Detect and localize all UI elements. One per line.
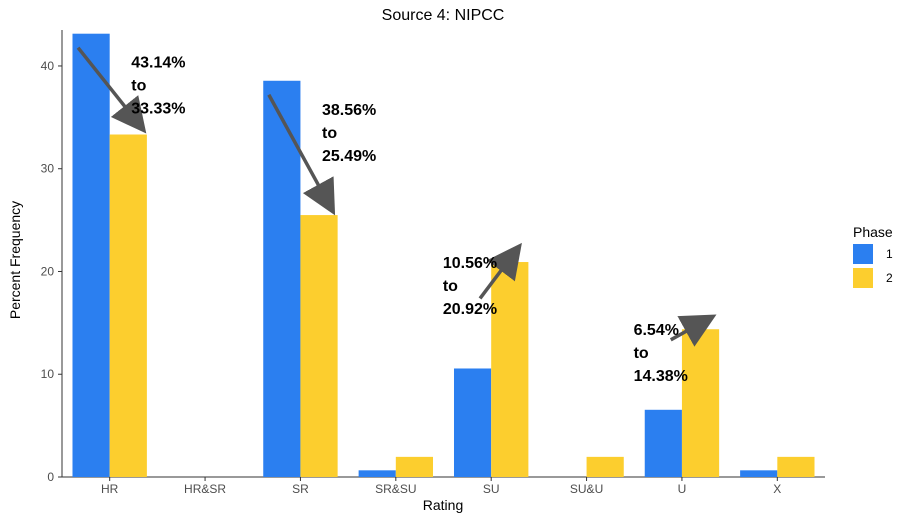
bar-phase-1-u	[644, 409, 682, 477]
legend-swatch-phase-1	[853, 244, 873, 264]
bar-phase-2-hr	[109, 134, 147, 477]
chart-title: Source 4: NIPCC	[382, 7, 505, 24]
x-axis: HR HR&SR SR SR&SU SU SU&U U X	[62, 476, 825, 496]
x-tick-label: HR	[101, 482, 119, 496]
annotation-text: 38.56%	[322, 102, 376, 119]
y-tick-label: 30	[41, 162, 55, 176]
x-tick-label: SU	[483, 482, 500, 496]
bar-phase-1-x	[740, 470, 778, 477]
x-tick-label: SU&U	[570, 482, 603, 496]
y-tick-label: 0	[47, 470, 54, 484]
annotation-arrow	[267, 93, 336, 216]
annotation-arrow	[669, 314, 717, 347]
legend: Phase 1 2	[853, 224, 893, 288]
legend-label: 2	[886, 271, 893, 285]
x-tick-label: U	[678, 482, 687, 496]
bar-phase-2-su	[491, 262, 529, 477]
x-tick-label: HR&SR	[184, 482, 226, 496]
annotation-text: to	[443, 278, 458, 295]
bar-phase-2-sr-su	[395, 456, 434, 477]
annotation-text: to	[131, 78, 146, 95]
annotation-text: 33.33%	[131, 101, 185, 118]
y-tick-label: 40	[41, 59, 55, 73]
bar-phase-2-sr	[300, 215, 338, 477]
bar-phase-1-hr	[72, 33, 110, 477]
annotation-text: 14.38%	[634, 368, 688, 385]
x-axis-title: Rating	[423, 497, 463, 513]
annotation-arrow	[76, 46, 147, 134]
legend-title: Phase	[853, 224, 893, 240]
bar-phase-1-su	[453, 368, 492, 477]
x-tick-label: X	[773, 482, 781, 496]
bar-phase-2-x	[777, 456, 815, 477]
annotation-text: to	[634, 345, 649, 362]
x-tick-label: SR	[292, 482, 309, 496]
x-tick-label: SR&SU	[375, 482, 416, 496]
bar-phase-1-sr	[263, 80, 301, 477]
y-axis-title: Percent Frequency	[7, 201, 23, 319]
annotations: 43.14% to 33.33% 38.56% to 25.49% 10.56% to 20.9…	[76, 46, 717, 385]
annotation-text: 43.14%	[131, 55, 185, 72]
annotation-text: to	[322, 125, 337, 142]
y-axis: 0 10 20 30 40	[41, 30, 63, 484]
legend-swatch-phase-2	[853, 268, 873, 288]
legend-label: 1	[886, 247, 893, 261]
y-tick-label: 10	[41, 367, 55, 381]
annotation-text: 25.49%	[322, 148, 376, 165]
bar-phase-2-u	[681, 329, 720, 477]
annotation-text: 20.92%	[443, 301, 497, 318]
annotation-text: 6.54%	[634, 322, 679, 339]
y-tick-label: 20	[41, 264, 55, 278]
bars	[72, 33, 815, 477]
bar-phase-1-sr-su	[358, 470, 396, 477]
bar-phase-2-su-u	[586, 456, 624, 477]
annotation-text: 10.56%	[443, 255, 497, 272]
annotation-arrow	[478, 242, 522, 300]
